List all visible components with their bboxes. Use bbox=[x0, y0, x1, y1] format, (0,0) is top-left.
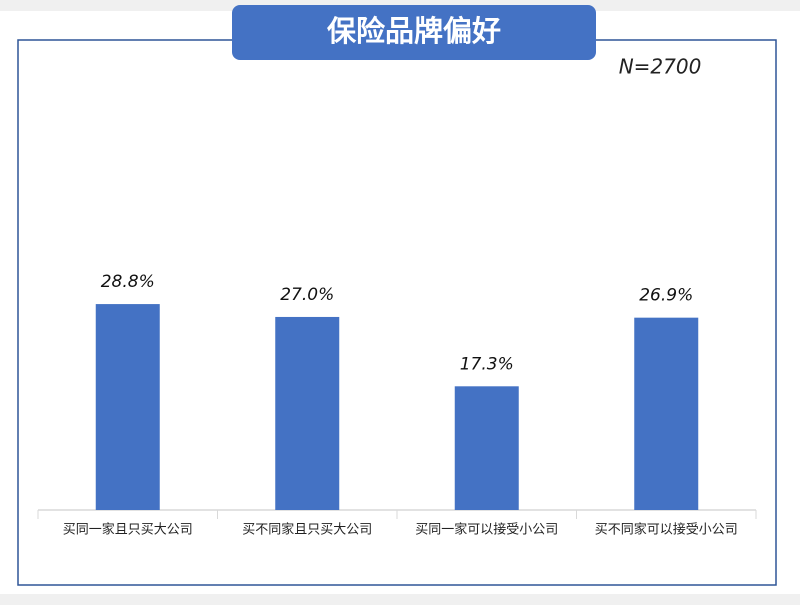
bar bbox=[634, 317, 699, 510]
bottom-band bbox=[0, 594, 800, 605]
x-tick-label: 买同一家且只买大公司 bbox=[63, 522, 193, 538]
x-tick-label: 买不同家可以接受小公司 bbox=[595, 522, 738, 538]
bar bbox=[95, 304, 160, 510]
bar bbox=[454, 386, 519, 510]
value-label: 27.0% bbox=[280, 285, 334, 305]
chart-title: 保险品牌偏好 bbox=[326, 14, 501, 48]
value-label: 26.9% bbox=[639, 286, 693, 306]
x-tick-label: 买同一家可以接受小公司 bbox=[415, 522, 558, 538]
sample-size: N=2700 bbox=[619, 55, 702, 79]
x-tick-label: 买不同家且只买大公司 bbox=[242, 522, 372, 538]
title-box bbox=[232, 5, 596, 60]
value-label: 28.8% bbox=[101, 272, 155, 292]
value-label: 17.3% bbox=[460, 354, 514, 374]
bar bbox=[275, 316, 340, 510]
